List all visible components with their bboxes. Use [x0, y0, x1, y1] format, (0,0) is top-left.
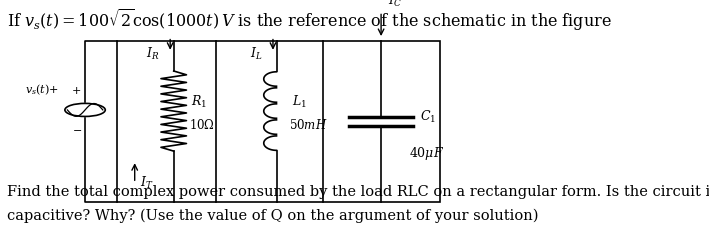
- Text: $50mH$: $50mH$: [289, 118, 328, 132]
- Text: +: +: [72, 86, 82, 96]
- Text: $40\mu F$: $40\mu F$: [410, 145, 445, 162]
- Text: $I_L$: $I_L$: [250, 46, 262, 62]
- Bar: [117, 41, 440, 202]
- Text: $R_1$: $R_1$: [191, 94, 208, 110]
- Text: $-$: $-$: [72, 124, 82, 134]
- Text: $C_1$: $C_1$: [420, 109, 436, 125]
- Text: $I_R$: $I_R$: [146, 46, 160, 62]
- Text: $I_T$: $I_T$: [140, 175, 154, 191]
- Text: $v_s(t)$+: $v_s(t)$+: [25, 82, 59, 97]
- Text: capacitive? Why? (Use the value of Q on the argument of your solution): capacitive? Why? (Use the value of Q on …: [7, 208, 539, 223]
- Text: Find the total complex power consumed by the load RLC on a rectangular form. Is : Find the total complex power consumed by…: [7, 185, 709, 199]
- Text: $10\Omega$: $10\Omega$: [189, 118, 216, 132]
- Text: If $v_s(t) = 100\sqrt{2}\cos(1000t)\,V$ is the reference of the schematic in the: If $v_s(t) = 100\sqrt{2}\cos(1000t)\,V$ …: [7, 7, 612, 33]
- Text: $I_C$: $I_C$: [389, 0, 402, 9]
- Text: $L_1$: $L_1$: [292, 94, 307, 110]
